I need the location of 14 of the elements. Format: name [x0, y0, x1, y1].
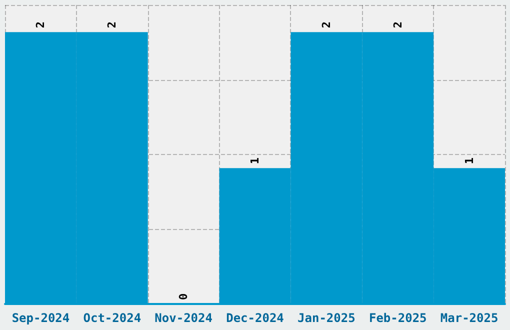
- data-label: 2: [34, 22, 48, 28]
- x-tick-label: Jan-2025: [298, 311, 356, 325]
- data-label: 2: [320, 22, 333, 28]
- data-label: 0: [177, 293, 190, 300]
- x-tick-label: Nov-2024: [154, 311, 212, 325]
- data-label: 2: [106, 22, 119, 28]
- data-label: 1: [248, 157, 262, 164]
- x-tick-label: Sep-2024: [12, 311, 70, 325]
- data-label: 1: [462, 157, 476, 164]
- x-tick-label: Feb-2025: [368, 311, 427, 325]
- x-tick-label: Dec-2024: [226, 311, 284, 325]
- data-label: 2: [391, 22, 404, 28]
- x-tick-label: Mar-2025: [440, 311, 498, 325]
- x-tick-label: Oct-2024: [83, 311, 142, 325]
